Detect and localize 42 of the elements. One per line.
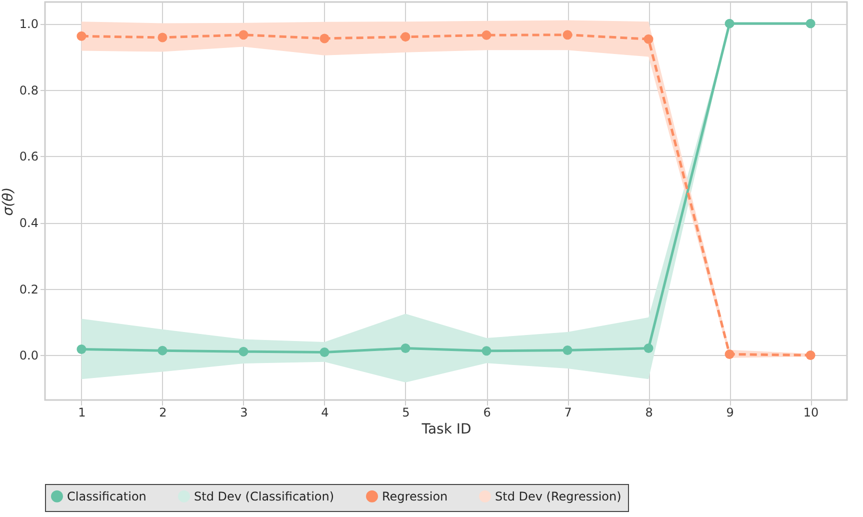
y-tick-label: 0.6 bbox=[19, 150, 38, 164]
text: Std Dev (Classification) bbox=[194, 489, 334, 504]
point bbox=[644, 344, 654, 353]
point bbox=[320, 34, 330, 44]
point bbox=[158, 346, 168, 356]
y-tick-label: 0.0 bbox=[19, 348, 38, 363]
y-tick-label: 0.8 bbox=[19, 83, 38, 98]
point bbox=[806, 350, 816, 360]
x-tick-label: 1 bbox=[78, 406, 86, 420]
point bbox=[76, 31, 86, 41]
point bbox=[400, 32, 410, 42]
point bbox=[482, 346, 492, 356]
point bbox=[724, 349, 734, 359]
point bbox=[400, 344, 410, 353]
x-tick-label: 8 bbox=[645, 406, 653, 420]
point bbox=[724, 18, 734, 28]
point bbox=[644, 34, 654, 44]
x-tick-label: 10 bbox=[803, 406, 819, 420]
y-tick-label: 0.2 bbox=[19, 282, 38, 296]
x-tick-label: 4 bbox=[321, 406, 329, 420]
point bbox=[806, 18, 816, 28]
text: Std Dev (Regression) bbox=[495, 489, 622, 504]
y-tick-label: 1.0 bbox=[19, 17, 38, 32]
point bbox=[562, 346, 572, 355]
x-tick-label: 2 bbox=[159, 406, 167, 420]
point bbox=[158, 32, 168, 42]
legend-label: Classification bbox=[67, 489, 146, 504]
point bbox=[320, 348, 330, 357]
x-tick-label: 9 bbox=[726, 406, 734, 420]
x-tick-label: 3 bbox=[240, 406, 248, 420]
point bbox=[562, 30, 572, 40]
y-axis-title: σ(θ) bbox=[0, 187, 16, 216]
x-tick-label: 5 bbox=[402, 406, 410, 420]
x-axis-title: Task ID bbox=[420, 422, 472, 438]
x-tick-label: 7 bbox=[564, 406, 572, 420]
point bbox=[482, 30, 492, 40]
y-tick-label: 0.4 bbox=[19, 216, 38, 230]
x-tick-label: 6 bbox=[483, 406, 491, 420]
point bbox=[238, 346, 248, 356]
point bbox=[238, 30, 248, 40]
point bbox=[76, 344, 86, 354]
legend-label: Regression bbox=[382, 489, 448, 504]
